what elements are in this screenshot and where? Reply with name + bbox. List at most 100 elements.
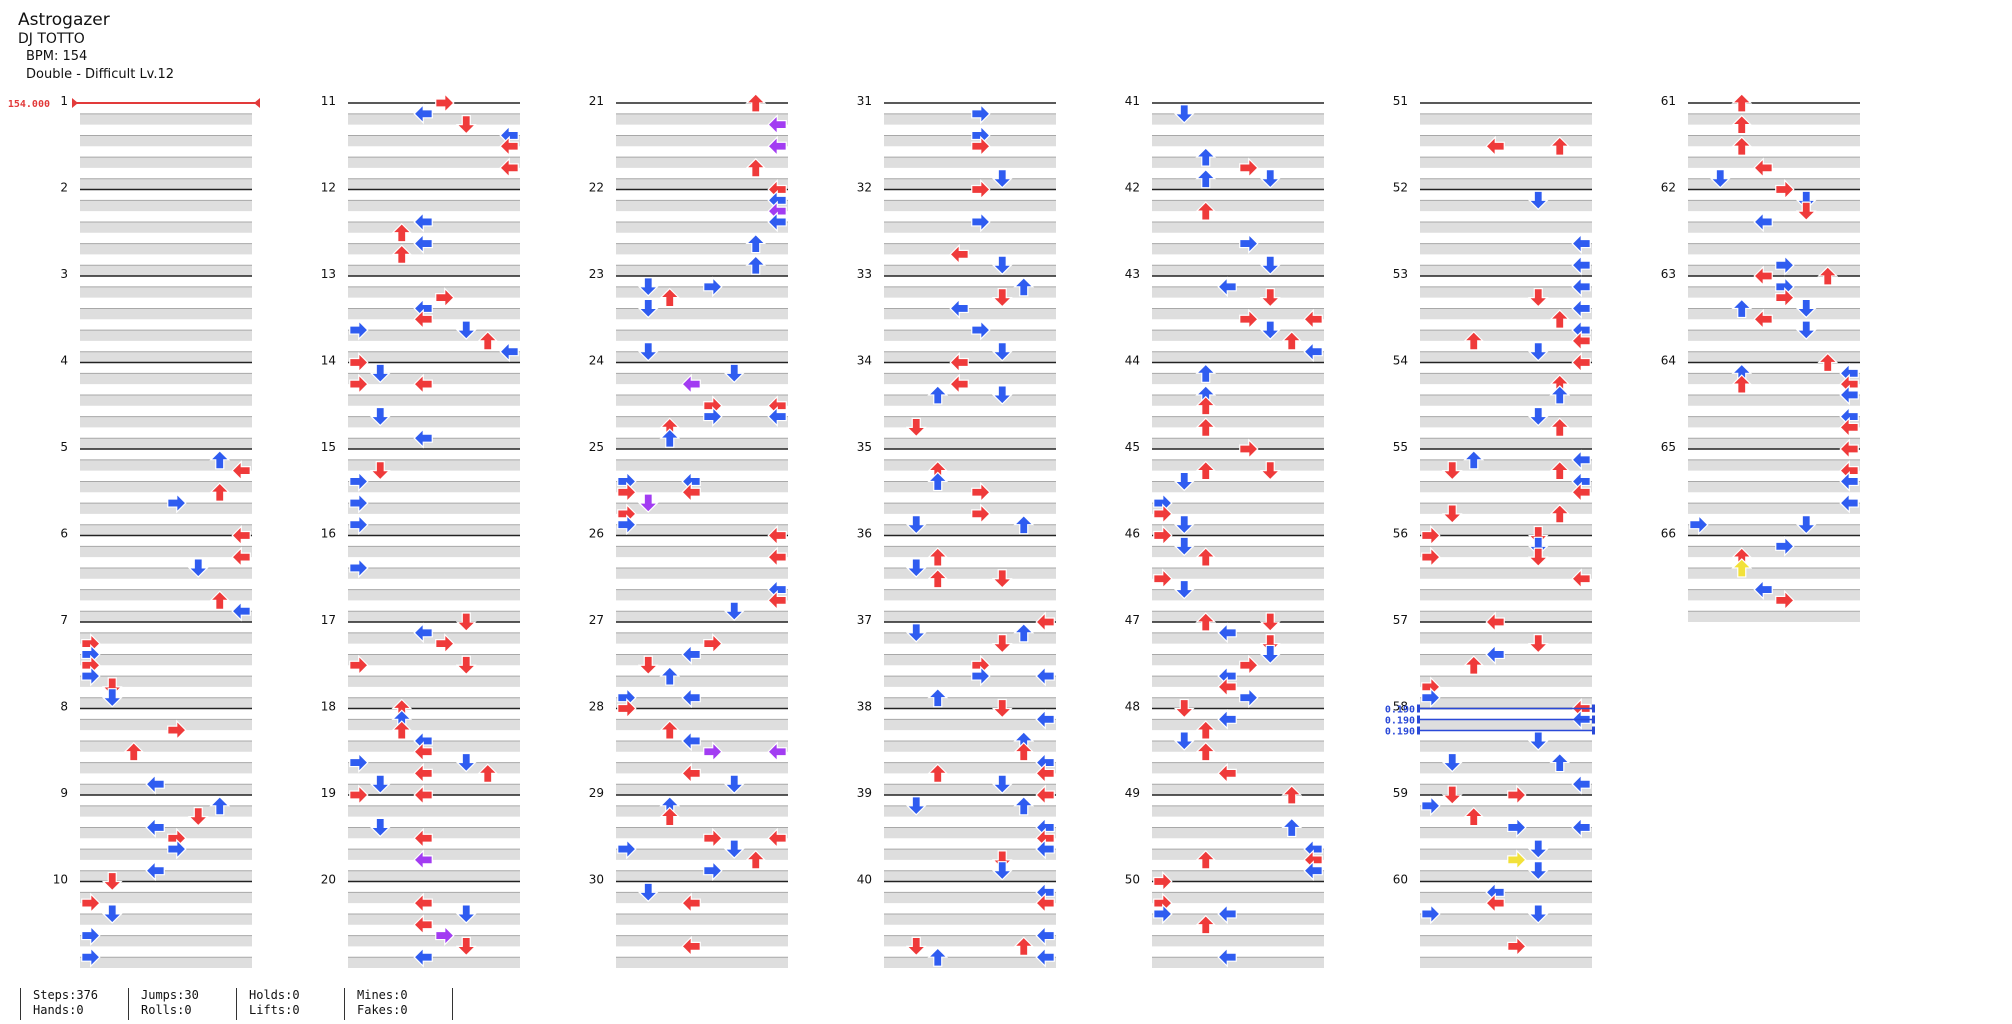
beat-stripe: [80, 438, 252, 449]
beat-stripe: [1152, 481, 1324, 493]
beat-stripe: [348, 265, 520, 276]
measure-number: 44: [1125, 354, 1140, 368]
measure-number: 30: [589, 873, 604, 887]
beat-stripe: [80, 567, 252, 579]
beat-stripe: [1420, 697, 1592, 709]
beat-stripe: [616, 827, 788, 839]
measure-56: 56: [1393, 527, 1592, 622]
measure-number: 5: [60, 440, 68, 454]
beat-stripe: [616, 265, 788, 276]
beat-stripe: [1420, 870, 1592, 882]
beat-stripe: [884, 524, 1056, 536]
measure-number: 52: [1393, 181, 1408, 195]
beat-stripe: [348, 503, 520, 514]
beat-stripe: [1420, 459, 1592, 471]
beat-stripe: [884, 200, 1056, 212]
beat-stripe: [616, 589, 788, 601]
measure-number: 13: [321, 267, 336, 281]
stats-col-holds: Holds:0 Lifts:0: [236, 988, 342, 1020]
measure-21: 21: [589, 94, 788, 190]
measure-38: 38: [857, 700, 1056, 795]
beat-stripe: [348, 654, 520, 666]
measure-number: 39: [857, 786, 872, 800]
beat-stripe: [1688, 546, 1860, 558]
beat-stripe: [348, 805, 520, 817]
beat-stripe: [616, 394, 788, 406]
beat-stripe: [1152, 827, 1324, 839]
beat-stripe: [1152, 221, 1324, 233]
beat-stripe: [348, 935, 520, 947]
beat-stripe: [80, 762, 252, 774]
beat-stripe: [1420, 200, 1592, 212]
beat-stripe: [348, 351, 520, 363]
beat-stripe: [1152, 676, 1324, 687]
beat-stripe: [348, 157, 520, 168]
beat-stripe: [1688, 481, 1860, 493]
measure-number: 15: [321, 440, 336, 454]
beat-stripe: [616, 567, 788, 579]
beat-stripe: [616, 697, 788, 709]
beat-stripe: [616, 719, 788, 731]
beat-stripe: [348, 416, 520, 428]
beat-stripe: [1152, 394, 1324, 406]
beat-stripe: [884, 308, 1056, 320]
beat-stripe: [884, 503, 1056, 514]
beat-stripe: [1420, 351, 1592, 363]
measure-number: 28: [589, 700, 604, 714]
measure-number: 17: [321, 613, 336, 627]
beat-stripe: [616, 243, 788, 255]
measure-number: 57: [1393, 613, 1408, 627]
beat-stripe: [884, 892, 1056, 904]
beat-stripe: [80, 676, 252, 687]
measure-number: 7: [60, 613, 68, 627]
measure-16: 16: [321, 527, 520, 622]
beat-stripe: [1152, 935, 1324, 947]
beat-stripe: [80, 308, 252, 320]
beat-stripe: [1420, 286, 1592, 298]
measure-number: 60: [1393, 873, 1408, 887]
stat-steps: Steps:376: [33, 988, 99, 1002]
measure-number: 8: [60, 700, 68, 714]
beat-stripe: [616, 481, 788, 493]
beat-stripe: [1420, 827, 1592, 839]
beat-stripe: [348, 827, 520, 839]
measure-number: 37: [857, 613, 872, 627]
measure-41: 41: [1125, 94, 1324, 190]
stats-divider-end: [452, 988, 454, 1020]
beat-stripe: [1420, 373, 1592, 385]
beat-stripe: [1688, 611, 1860, 622]
measure-53: 53: [1393, 267, 1592, 363]
beat-stripe: [884, 589, 1056, 601]
beat-stripe: [884, 632, 1056, 644]
measure-number: 49: [1125, 786, 1140, 800]
measure-9: 9: [60, 786, 252, 882]
beat-stripe: [348, 135, 520, 147]
measure-27: 27: [589, 613, 788, 709]
beat-stripe: [616, 957, 788, 968]
beat-stripe: [884, 351, 1056, 363]
beat-stripe: [80, 913, 252, 925]
measure-number: 31: [857, 94, 872, 108]
beat-stripe: [884, 221, 1056, 233]
beat-stripe: [884, 913, 1056, 925]
measure-54: 54: [1393, 354, 1592, 449]
beat-stripe: [1152, 611, 1324, 622]
measure-13: 13: [321, 267, 520, 363]
beat-stripe: [1688, 243, 1860, 255]
beat-stripe: [1152, 567, 1324, 579]
beat-stripe: [1152, 113, 1324, 125]
measure-34: 34: [857, 354, 1056, 449]
beat-stripe: [348, 330, 520, 341]
measure-number: 53: [1393, 267, 1408, 281]
measure-number: 27: [589, 613, 604, 627]
beat-stripe: [1152, 870, 1324, 882]
beat-stripe: [1152, 373, 1324, 385]
beat-stripe: [1688, 373, 1860, 385]
beat-stripe: [616, 524, 788, 536]
beat-stripe: [1152, 632, 1324, 644]
beat-stripe: [348, 221, 520, 233]
beat-stripe: [80, 113, 252, 125]
beat-stripe: [1152, 416, 1324, 428]
beat-stripe: [348, 178, 520, 190]
beat-stripe: [1420, 632, 1592, 644]
